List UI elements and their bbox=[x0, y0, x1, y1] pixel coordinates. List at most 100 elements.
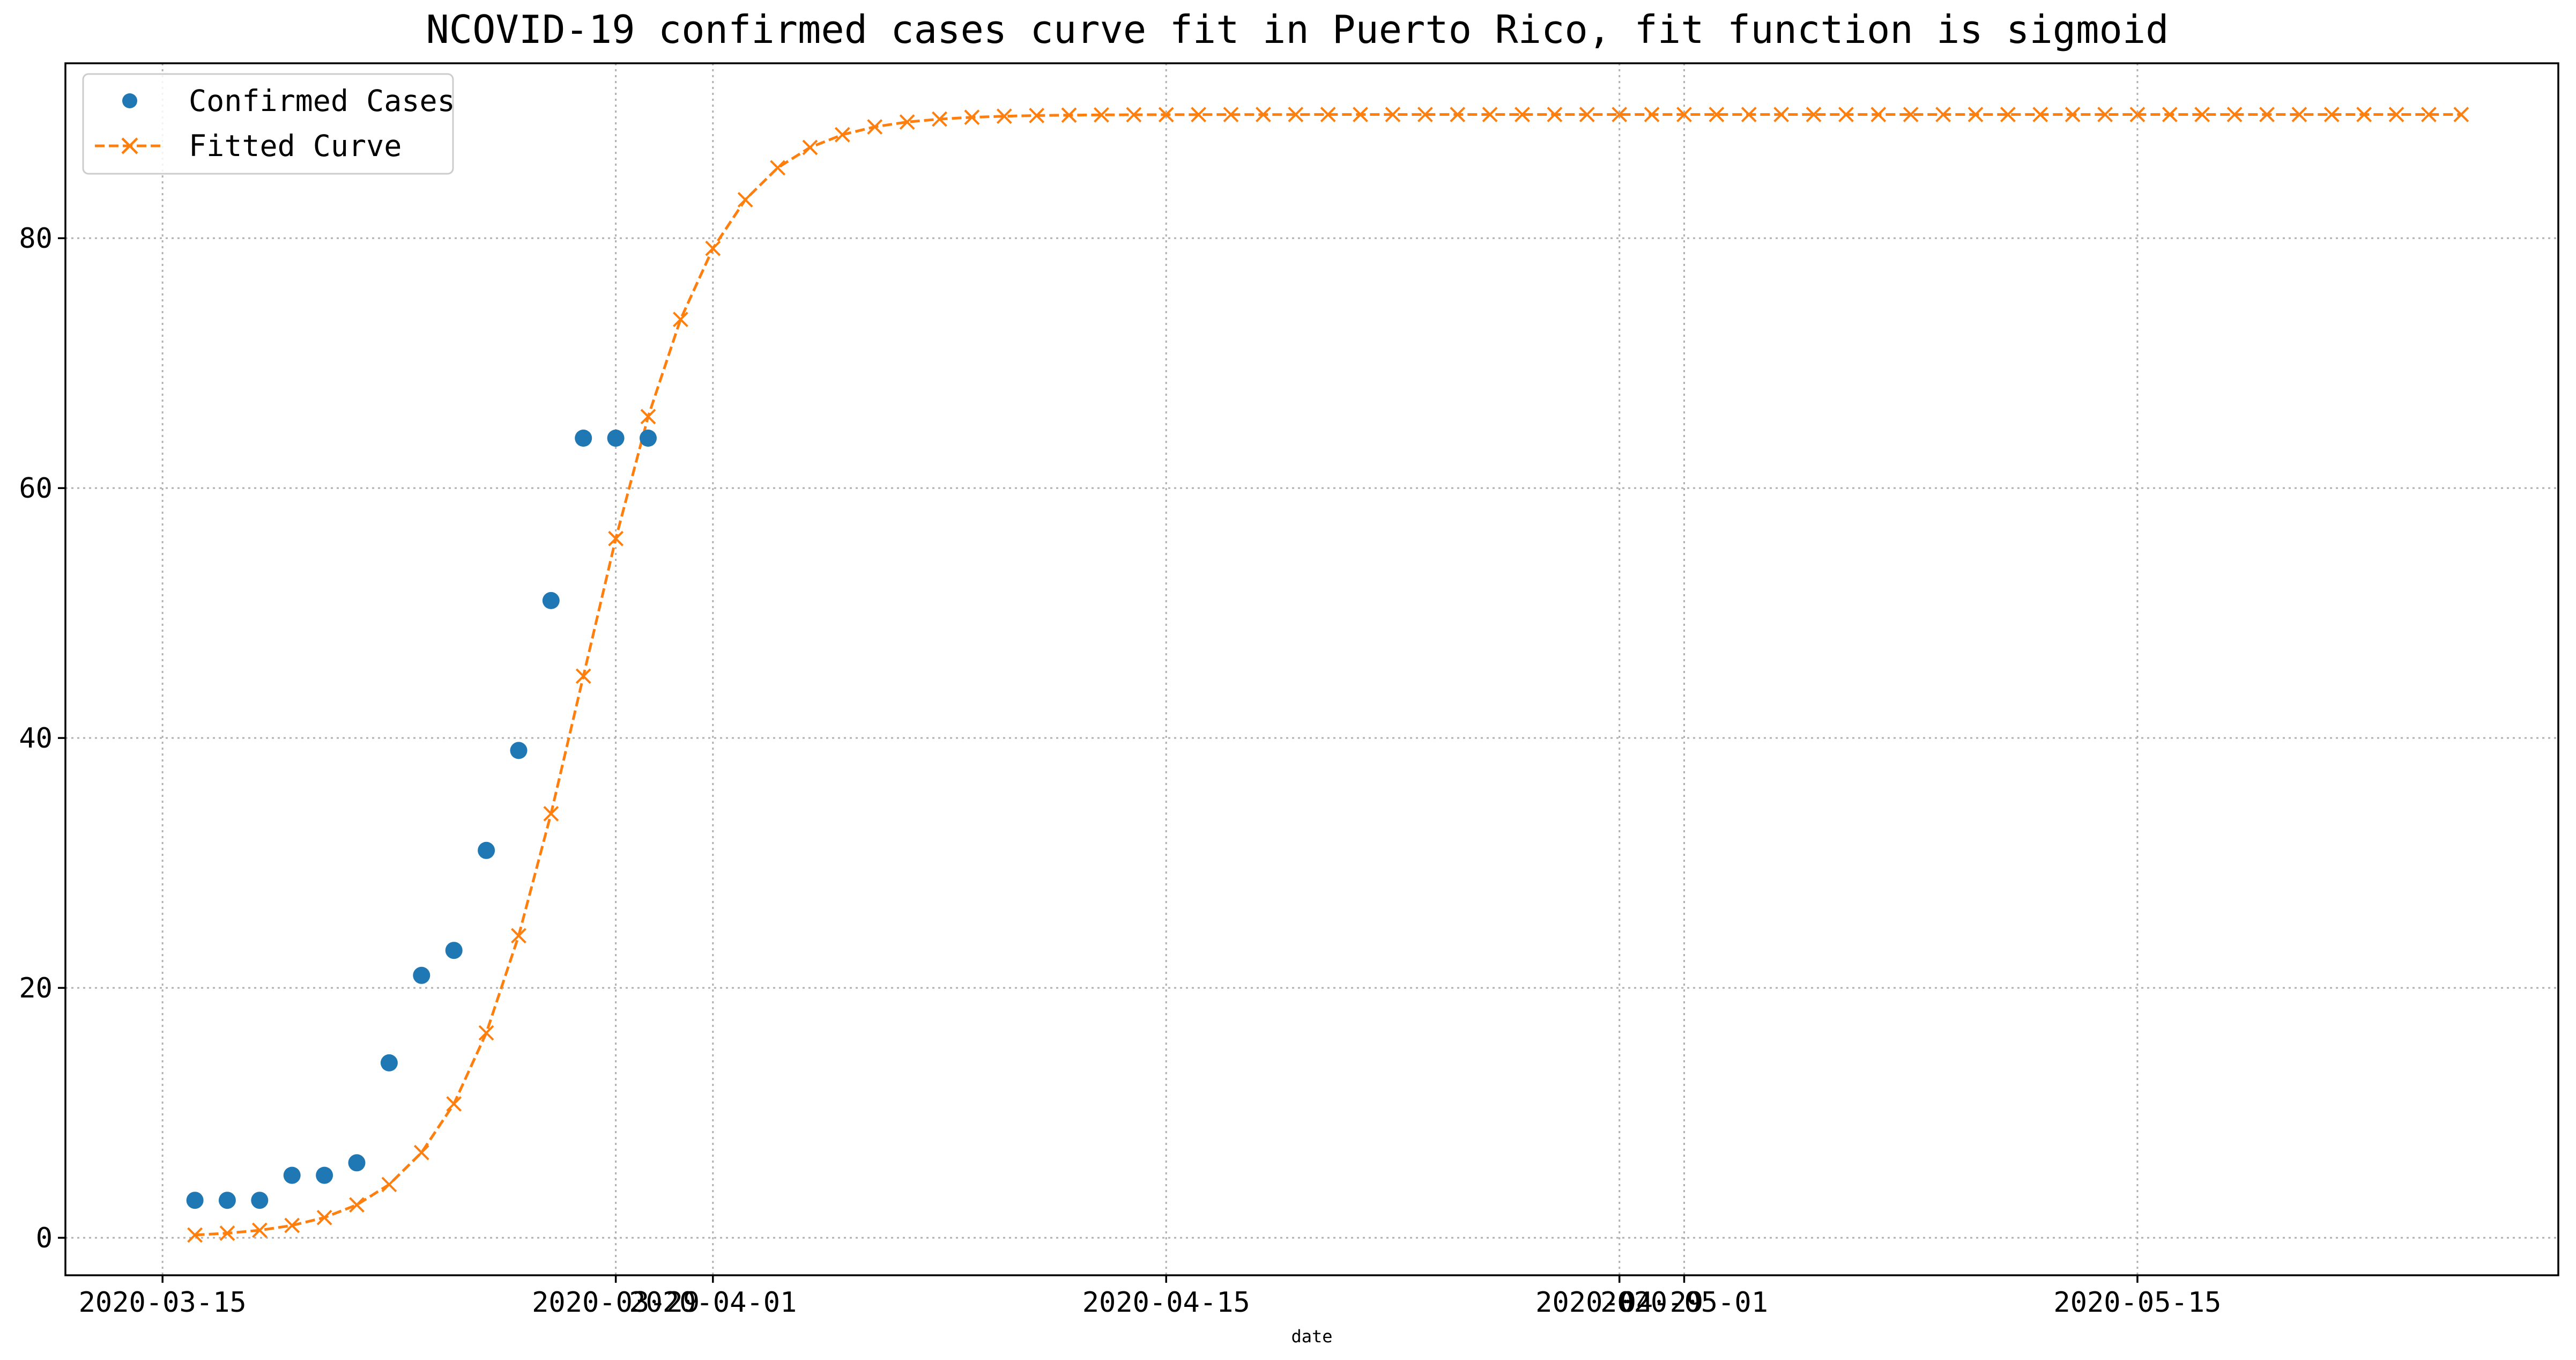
y-tick-label: 60 bbox=[19, 472, 53, 505]
confirmed-case-point bbox=[575, 430, 592, 447]
fitted-curve-point bbox=[964, 109, 980, 125]
fitted-curve-point bbox=[770, 160, 785, 176]
fitted-curve-point bbox=[2291, 107, 2307, 122]
legend-label-confirmed: Confirmed Cases bbox=[189, 84, 455, 118]
x-tick-label: 2020-03-29 bbox=[532, 1287, 700, 1319]
fitted-curve-point bbox=[284, 1217, 300, 1233]
confirmed-case-point bbox=[413, 966, 430, 984]
fitted-curve-point bbox=[2323, 107, 2340, 122]
confirmed-case-point bbox=[380, 1054, 398, 1071]
confirmed-case-point bbox=[283, 1166, 301, 1184]
fitted-curve-point bbox=[187, 1227, 203, 1243]
x-tick-label: 2020-04-29 bbox=[1535, 1287, 1703, 1319]
fitted-curve-point bbox=[478, 1025, 494, 1041]
fitted-curve-point bbox=[1385, 107, 1401, 122]
fitted-curve-point bbox=[1417, 107, 1433, 122]
confirmed-case-point bbox=[218, 1192, 236, 1209]
legend: Confirmed Cases Fitted Curve bbox=[82, 73, 455, 175]
fitted-curve-point bbox=[1968, 107, 1984, 122]
fitted-curve-point bbox=[1320, 107, 1336, 122]
fitted-curve-point bbox=[1870, 107, 1887, 122]
fitted-curve-point bbox=[1547, 107, 1563, 122]
fitted-curve-point bbox=[1029, 108, 1045, 123]
confirmed-case-point bbox=[607, 430, 625, 447]
x-tick-label: 2020-03-15 bbox=[79, 1287, 247, 1319]
fitted-curve-point bbox=[219, 1225, 235, 1241]
fitted-curve-point bbox=[2097, 107, 2113, 122]
fitted-curve-point bbox=[705, 240, 721, 256]
confirmed-case-point bbox=[510, 742, 528, 759]
fitted-curve-point bbox=[2453, 107, 2469, 122]
fitted-curve-point bbox=[1482, 107, 1498, 122]
fitted-curve-point bbox=[1806, 107, 1822, 122]
fitted-curve-point bbox=[834, 127, 850, 143]
fitted-curve-point bbox=[2259, 107, 2275, 122]
x-axis-label: date bbox=[1291, 1326, 1332, 1347]
confirmed-case-point bbox=[542, 592, 560, 609]
fitted-curve-point bbox=[2032, 107, 2048, 122]
fitted-curve-line bbox=[195, 113, 2461, 1237]
y-tick-label: 0 bbox=[36, 1222, 53, 1254]
fitted-curve-point bbox=[737, 192, 753, 208]
fitted-curve-point bbox=[1094, 107, 1109, 123]
fitted-curve-point bbox=[543, 805, 559, 822]
fitted-curve-point bbox=[1223, 107, 1239, 123]
y-tick-label: 40 bbox=[19, 722, 53, 755]
fitted-curve-point bbox=[1676, 107, 1692, 122]
fitted-curve-point bbox=[1061, 107, 1077, 123]
confirmed-case-point bbox=[251, 1192, 269, 1209]
x-tick-label: 2020-04-01 bbox=[629, 1287, 797, 1319]
fitted-curve-point bbox=[996, 108, 1012, 124]
plot-frame bbox=[64, 62, 2559, 1276]
markers-layer bbox=[186, 107, 2469, 1243]
fitted-curve-point bbox=[446, 1096, 462, 1112]
fitted-curve-point bbox=[867, 119, 883, 135]
fitted-curve-point bbox=[1288, 107, 1304, 122]
fitted-curve-point bbox=[2421, 107, 2437, 122]
fitted-curve-point bbox=[1838, 107, 1854, 122]
fitted-curve-point bbox=[1158, 107, 1174, 123]
legend-marker-fitted bbox=[121, 137, 138, 154]
x-tick-label: 2020-04-15 bbox=[1082, 1287, 1250, 1319]
fitted-curve-point bbox=[1353, 107, 1368, 122]
fitted-curve-point bbox=[2226, 107, 2243, 122]
confirmed-case-point bbox=[348, 1154, 366, 1172]
confirmed-case-point bbox=[478, 841, 495, 859]
chart-title: NCOVID-19 confirmed cases curve fit in P… bbox=[426, 7, 2169, 52]
fitted-curve-point bbox=[1579, 107, 1595, 122]
fitted-curve-point bbox=[1515, 107, 1530, 122]
confirmed-case-point bbox=[640, 430, 657, 447]
fitted-curve-point bbox=[1612, 107, 1628, 122]
fitted-curve-point bbox=[2388, 107, 2404, 122]
fitted-curve-point bbox=[413, 1144, 429, 1161]
fitted-curve-point bbox=[932, 111, 947, 127]
fitted-curve-point bbox=[2000, 107, 2016, 122]
fitted-curve-point bbox=[349, 1197, 365, 1213]
fitted-curve-point bbox=[1256, 107, 1271, 122]
fitted-curve-point bbox=[381, 1177, 397, 1193]
fitted-curve-point bbox=[1126, 107, 1142, 123]
fitted-curve-point bbox=[1709, 107, 1725, 122]
fitted-curve-point bbox=[2129, 107, 2146, 122]
fitted-curve-point bbox=[2194, 107, 2210, 122]
fitted-curve-point bbox=[1450, 107, 1466, 122]
fitted-curve-point bbox=[2065, 107, 2081, 122]
fitted-curve-point bbox=[1903, 107, 1919, 122]
fitted-curve-point bbox=[2356, 107, 2372, 122]
fitted-curve-point bbox=[511, 928, 526, 944]
confirmed-case-point bbox=[445, 942, 463, 959]
legend-marker-confirmed bbox=[122, 93, 137, 108]
fitted-curve-point bbox=[1191, 107, 1207, 123]
fitted-curve-point bbox=[899, 114, 915, 130]
x-tick-label: 2020-05-01 bbox=[1600, 1287, 1768, 1319]
fitted-curve-point bbox=[672, 312, 688, 328]
fitted-curve-point bbox=[640, 409, 656, 425]
fitted-curve-path bbox=[195, 113, 2461, 1237]
fitted-curve-point bbox=[1935, 107, 1951, 122]
legend-box bbox=[82, 73, 454, 175]
fitted-curve-point bbox=[575, 668, 591, 684]
confirmed-case-point bbox=[186, 1192, 204, 1209]
fitted-curve-point bbox=[1741, 107, 1757, 122]
